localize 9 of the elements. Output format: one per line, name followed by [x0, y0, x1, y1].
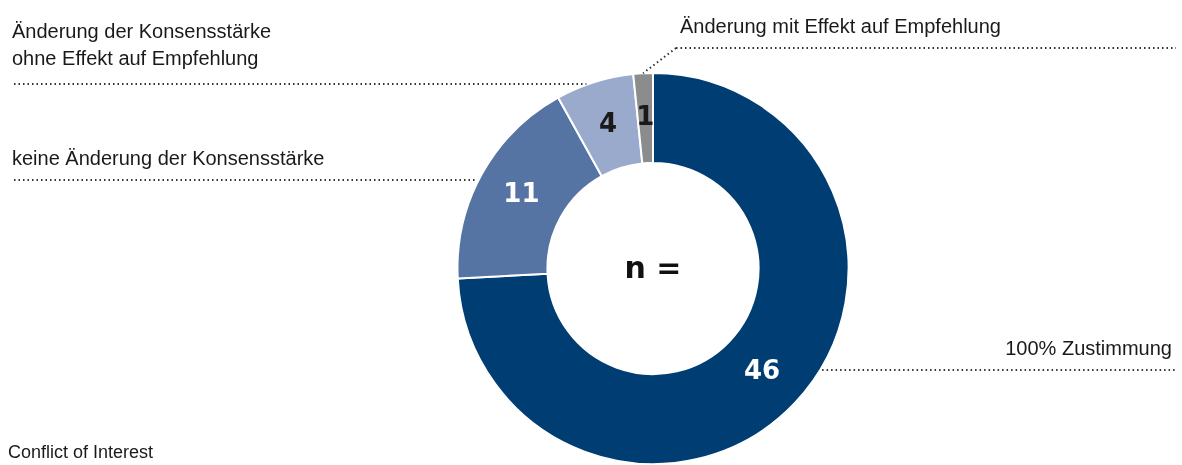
- slice-label: Änderung mit Effekt auf Empfehlung: [680, 15, 1001, 37]
- data-label: 46: [744, 354, 781, 385]
- slice-label: Änderung der Konsensstärke ohne Effekt auf Empfehlung: [12, 20, 272, 69]
- slice-label: 100% Zustimmung: [1005, 337, 1172, 359]
- text: Conflict of Interest: [8, 442, 154, 462]
- data-label: 4: [598, 107, 617, 138]
- text: n =: [624, 250, 682, 286]
- slice-label: keine Änderung der Konsensstärke: [12, 147, 325, 169]
- data-label: 11: [503, 178, 540, 209]
